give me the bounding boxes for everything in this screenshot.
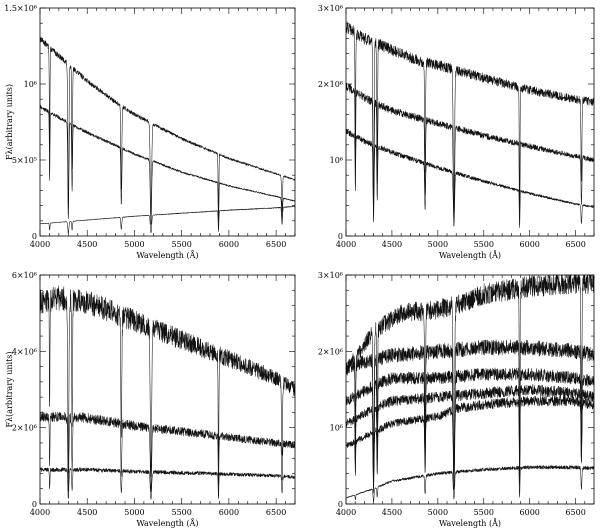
x-axis-label: Wavelength (Å) xyxy=(439,251,501,260)
spectrum-line-3 xyxy=(346,367,594,487)
y-tick-label: 5×10⁵ xyxy=(12,156,37,165)
spectrum-line-3 xyxy=(40,205,295,235)
x-tick-label: 6500 xyxy=(565,240,585,249)
y-tick-label: 0 xyxy=(32,232,37,241)
x-tick-label: 6500 xyxy=(266,508,286,517)
x-tick-label: 4500 xyxy=(382,240,402,249)
spectrum-line-3 xyxy=(40,467,295,500)
panel-bottom-right: 4000 4500 5000 5500 6000 6500 0 10⁶ 2×10⁶ 3×10⁶ Wa… xyxy=(318,271,595,528)
spectrum-line-5 xyxy=(346,395,594,494)
panel-bottom-left: 4000 4500 5000 5500 6000 6500 0 2×10⁶ 4×10⁶ 6×10⁶… xyxy=(5,271,296,528)
y-tick-label: 2×10⁶ xyxy=(318,80,343,89)
y-tick-label: 1.5×10⁶ xyxy=(4,4,37,13)
spectrum-line-1 xyxy=(40,285,295,478)
y-tick-label: 4×10⁶ xyxy=(12,347,37,356)
plot-frame xyxy=(345,7,595,237)
x-tick-label: 5000 xyxy=(428,508,448,517)
spectrum-line-2 xyxy=(346,339,594,482)
spectrum-line-2 xyxy=(40,104,295,227)
panel-top-left: 4000 4500 5000 5500 6000 6500 0 5×10⁵ 10⁶ 1.5×10⁶… xyxy=(4,4,296,260)
x-axis-label: Wavelength (Å) xyxy=(136,251,198,260)
x-tick-label: 4000 xyxy=(30,240,50,249)
plot-frame xyxy=(39,7,296,237)
spectrum-line-4 xyxy=(346,384,594,490)
y-tick-label: 0 xyxy=(338,500,343,509)
x-tick-label: 6500 xyxy=(266,240,286,249)
x-tick-label: 4500 xyxy=(77,508,97,517)
y-tick-label: 0 xyxy=(338,232,343,241)
y-tick-label: 3×10⁶ xyxy=(318,4,343,13)
x-tick-label: 4000 xyxy=(336,508,356,517)
y-tick-label: 10⁶ xyxy=(330,424,343,433)
x-tick-label: 5000 xyxy=(428,240,448,249)
spectrum-line-2 xyxy=(40,410,295,492)
y-tick-label: 2×10⁶ xyxy=(318,347,343,356)
y-tick-label: 10⁶ xyxy=(24,80,37,89)
x-tick-label: 5500 xyxy=(474,508,494,517)
y-tick-label: 3×10⁶ xyxy=(318,271,343,280)
x-tick-label: 5500 xyxy=(474,240,494,249)
x-tick-label: 5500 xyxy=(171,508,191,517)
x-tick-label: 4000 xyxy=(336,240,356,249)
x-tick-label: 6000 xyxy=(520,240,540,249)
x-axis-label: Wavelength (Å) xyxy=(439,519,501,528)
y-tick-label: 6×10⁶ xyxy=(12,271,37,280)
plot-frame xyxy=(345,274,595,505)
y-axis-label: Fλ(arbitrary units) xyxy=(5,84,14,160)
spectrum-line-1 xyxy=(346,275,594,479)
x-tick-label: 6000 xyxy=(520,508,540,517)
panel-top-right: 4000 4500 5000 5500 6000 6500 0 10⁶ 2×10⁶ 3×10⁶ Wa… xyxy=(318,4,595,260)
spectrum-line-2 xyxy=(346,82,594,220)
spectrum-line-1 xyxy=(346,21,594,211)
x-tick-label: 4500 xyxy=(77,240,97,249)
y-tick-label: 10⁶ xyxy=(330,156,343,165)
spectrum-line-1 xyxy=(40,36,295,222)
x-tick-label: 6000 xyxy=(219,508,239,517)
spectrum-line-3 xyxy=(346,128,594,228)
x-tick-label: 4000 xyxy=(30,508,50,517)
x-tick-label: 5000 xyxy=(124,508,144,517)
spectrum-line-6 xyxy=(346,465,594,502)
x-tick-label: 5500 xyxy=(171,240,191,249)
y-axis-label: Fλ(arbitrary units) xyxy=(5,351,14,427)
x-axis-label: Wavelength (Å) xyxy=(136,519,198,528)
y-tick-label: 2×10⁶ xyxy=(12,424,37,433)
x-tick-label: 4500 xyxy=(382,508,402,517)
plot-frame xyxy=(39,274,296,505)
x-tick-label: 5000 xyxy=(124,240,144,249)
x-tick-label: 6500 xyxy=(565,508,585,517)
y-tick-label: 0 xyxy=(32,500,37,509)
x-tick-label: 6000 xyxy=(219,240,239,249)
